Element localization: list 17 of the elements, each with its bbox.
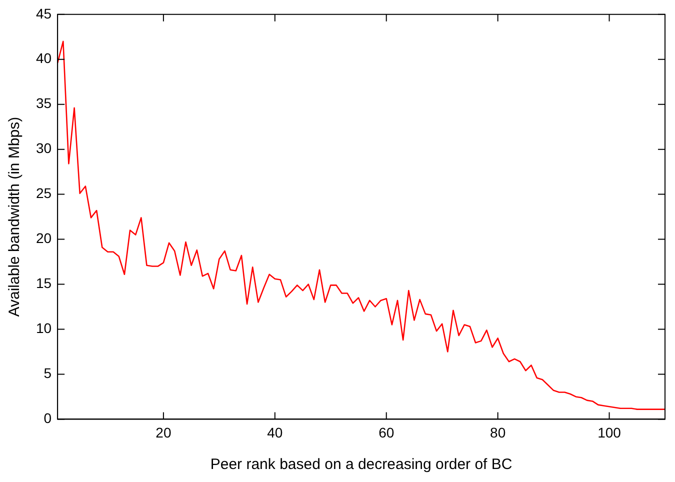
y-tick-label: 40 [36, 50, 52, 66]
y-tick-label: 10 [36, 320, 52, 336]
x-tick-label: 40 [267, 424, 283, 440]
x-axis-title: Peer rank based on a decreasing order of BC [210, 456, 512, 474]
x-tick-label: 60 [378, 424, 394, 440]
y-tick-label: 35 [36, 95, 52, 112]
x-tick-label: 80 [490, 424, 506, 440]
y-tick-label: 45 [36, 5, 52, 22]
y-axis-title: Available bandwidth (in Mbps) [6, 116, 24, 317]
x-tick-label: 100 [598, 424, 622, 440]
y-tick-label: 20 [36, 230, 52, 246]
y-tick-label: 30 [36, 140, 52, 156]
y-tick-label: 5 [44, 365, 52, 382]
y-tick-label: 0 [44, 410, 52, 426]
x-tick-label: 20 [156, 424, 172, 440]
y-tick-label: 25 [36, 185, 52, 202]
y-tick-label: 15 [36, 275, 52, 292]
